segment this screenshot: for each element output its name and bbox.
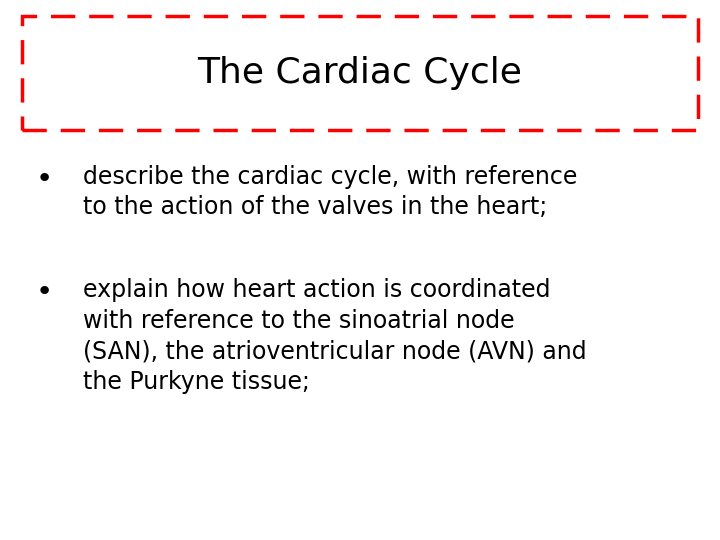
- Text: •: •: [36, 278, 53, 306]
- Text: •: •: [36, 165, 53, 193]
- Text: The Cardiac Cycle: The Cardiac Cycle: [197, 56, 523, 90]
- Text: explain how heart action is coordinated
with reference to the sinoatrial node
(S: explain how heart action is coordinated …: [83, 278, 586, 394]
- Text: describe the cardiac cycle, with reference
to the action of the valves in the he: describe the cardiac cycle, with referen…: [83, 165, 577, 219]
